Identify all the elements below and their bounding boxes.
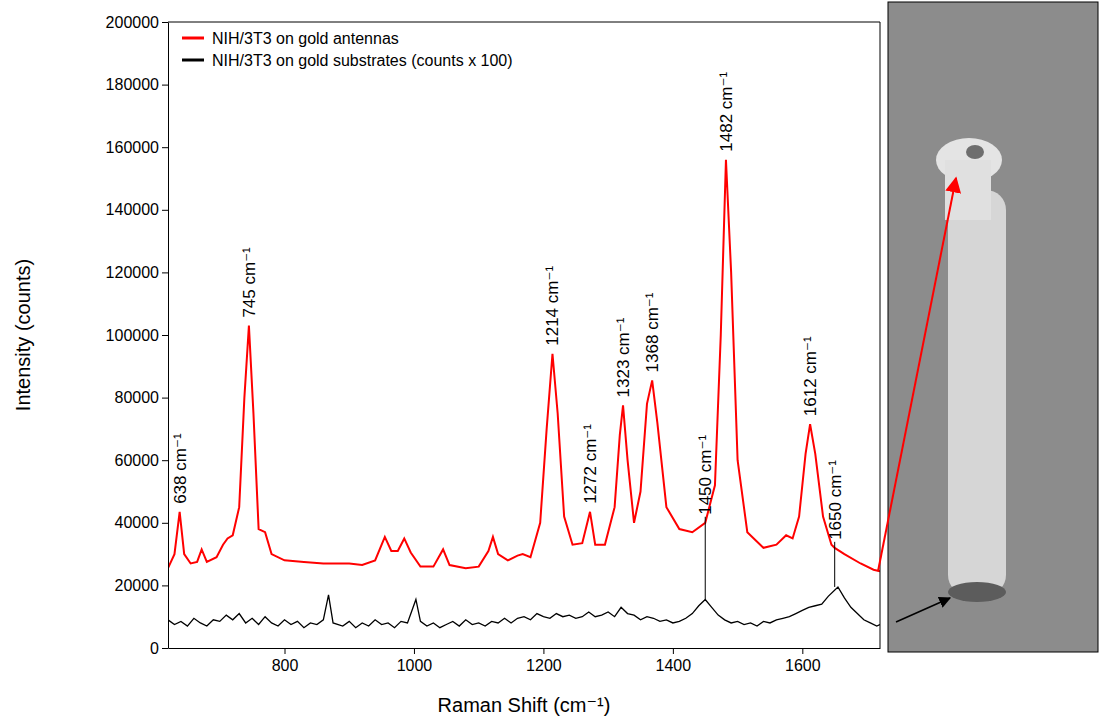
y-axis-title: Intensity (counts) (12, 259, 34, 411)
y-tick-label: 140000 (106, 201, 159, 218)
y-tick-label: 20000 (115, 577, 160, 594)
x-tick-mark (673, 648, 674, 654)
legend-label: NIH/3T3 on gold substrates (counts x 100… (212, 52, 513, 69)
x-tick-label: 1000 (397, 657, 433, 674)
y-tick-mark (162, 585, 168, 586)
frame (168, 22, 880, 23)
y-tick: 80000 (115, 389, 169, 406)
peak-label: 1650 cm⁻¹ (826, 460, 845, 540)
peak-label: 1214 cm⁻¹ (543, 266, 562, 346)
pillar-neck (945, 160, 991, 220)
legend-swatch (182, 59, 204, 62)
annotations: 638 cm⁻¹ 745 cm⁻¹ 1214 cm⁻¹ 1272 cm⁻¹ 1323 c… (171, 72, 845, 600)
series-line (168, 587, 880, 628)
y-tick: 40000 (115, 514, 169, 531)
y-tick: 140000 (106, 201, 168, 218)
x-tick-label: 1200 (526, 657, 562, 674)
pillar-base (948, 582, 1006, 602)
y-tick-mark (162, 648, 168, 649)
y-tick-mark (162, 147, 168, 148)
x-tick: 1400 (656, 648, 692, 674)
leader-line (834, 542, 835, 587)
leader-line (705, 517, 706, 600)
peak-label: 745 cm⁻¹ (240, 247, 259, 318)
legend-label: NIH/3T3 on gold antennas (212, 30, 399, 47)
y-tick: 0 (150, 640, 168, 657)
y-tick-label: 100000 (106, 327, 159, 344)
x-tick-mark (543, 648, 544, 654)
legend-item: NIH/3T3 on gold substrates (counts x 100… (182, 52, 513, 69)
arrow (878, 178, 956, 571)
peak-label: 1323 cm⁻¹ (614, 317, 633, 397)
y-tick-mark (162, 210, 168, 211)
y-tick-mark (162, 22, 168, 23)
x-tick-label: 1600 (785, 657, 821, 674)
y-tick-mark (162, 85, 168, 86)
y-tick: 200000 (106, 14, 168, 31)
x-tick-mark (285, 648, 286, 654)
y-axis-line (168, 23, 169, 649)
x-axis: 800 1000 1200 1400 1600 (169, 648, 881, 674)
series-line (168, 160, 880, 572)
y-tick-mark (162, 523, 168, 524)
y-tick-label: 180000 (106, 76, 159, 93)
y-tick-mark (162, 272, 168, 273)
pillar (948, 190, 1006, 595)
image-background (888, 2, 1098, 652)
y-tick-label: 80000 (115, 389, 160, 406)
y-tick-label: 40000 (115, 514, 160, 531)
y-tick: 180000 (106, 76, 168, 93)
arrow (896, 598, 950, 622)
peak-label: 1272 cm⁻¹ (581, 424, 600, 504)
y-tick-label: 0 (150, 640, 159, 657)
peak-label: 638 cm⁻¹ (171, 433, 190, 504)
chart: 800 1000 1200 1400 1600 0 20000 40000 60000 80000… (0, 0, 1101, 728)
x-tick: 1600 (785, 648, 821, 674)
y-tick-label: 160000 (106, 139, 159, 156)
y-tick-label: 120000 (106, 264, 159, 281)
x-tick-label: 1400 (656, 657, 692, 674)
pillar-hole (966, 145, 984, 159)
sem-image (888, 2, 1098, 652)
y-tick: 60000 (115, 452, 169, 469)
y-tick: 20000 (115, 577, 169, 594)
y-tick-label: 60000 (115, 452, 160, 469)
legend: NIH/3T3 on gold antennas NIH/3T3 on gold … (182, 30, 513, 69)
x-axis-line (169, 648, 881, 649)
plot-lines (168, 160, 880, 628)
x-tick: 800 (272, 648, 299, 674)
x-tick-mark (414, 648, 415, 654)
y-tick: 160000 (106, 139, 168, 156)
peak-label: 1482 cm⁻¹ (717, 72, 736, 152)
x-axis-title: Raman Shift (cm⁻¹) (438, 694, 611, 716)
y-tick-mark (162, 335, 168, 336)
frame (880, 22, 881, 648)
peak-label: 1368 cm⁻¹ (643, 292, 662, 372)
x-tick: 1200 (526, 648, 562, 674)
y-tick-mark (162, 460, 168, 461)
peak-label: 1450 cm⁻¹ (696, 435, 715, 515)
y-tick: 120000 (106, 264, 168, 281)
legend-swatch (182, 37, 204, 40)
x-tick: 1000 (397, 648, 433, 674)
x-tick-mark (802, 648, 803, 654)
y-axis: 0 20000 40000 60000 80000 100000 120000 140000 1… (106, 14, 169, 657)
y-tick-mark (162, 398, 168, 399)
peak-label: 1612 cm⁻¹ (801, 336, 820, 416)
legend-item: NIH/3T3 on gold antennas (182, 30, 399, 47)
y-tick: 100000 (106, 327, 168, 344)
y-tick-label: 200000 (106, 14, 159, 31)
x-tick-label: 800 (272, 657, 299, 674)
